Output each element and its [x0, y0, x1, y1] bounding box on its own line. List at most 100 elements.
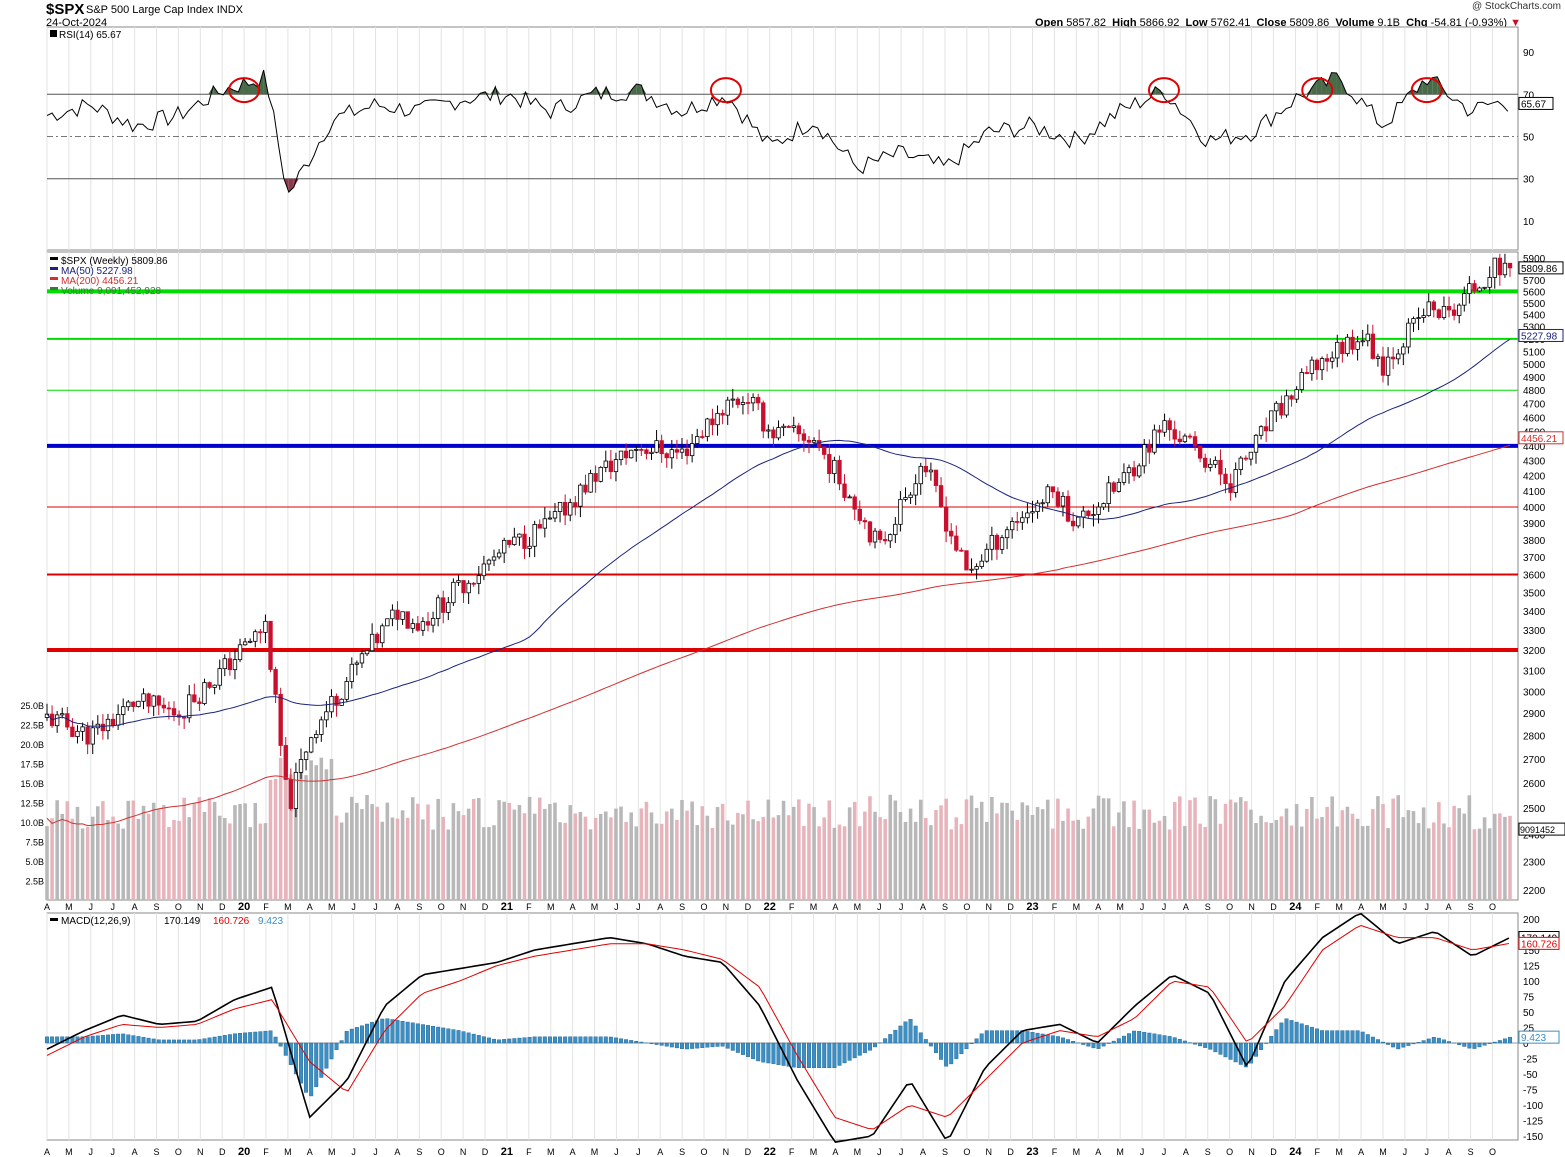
rsi-overbought-fill: [248, 83, 254, 95]
macd-histogram-bar: [1421, 1040, 1426, 1044]
macd-histogram-bar: [908, 1019, 913, 1044]
price-tick-label: 2900: [1523, 709, 1546, 720]
volume-bar: [578, 811, 583, 900]
macd-histogram-bar: [949, 1042, 954, 1065]
candle-body: [1121, 472, 1127, 483]
volume-bar: [202, 811, 207, 900]
price-tick-label: 3000: [1523, 687, 1546, 698]
macd-histogram-bar: [410, 1022, 415, 1044]
candle-body: [964, 550, 969, 571]
macd-histogram-bar: [1325, 1030, 1330, 1044]
volume-bar: [736, 812, 740, 900]
volume-bar: [1442, 823, 1446, 900]
signal-value-label: 160.726: [1521, 939, 1558, 950]
macd-histogram-bar: [1182, 1040, 1187, 1044]
macd-histogram-bar: [131, 1035, 136, 1044]
candle-body: [1507, 262, 1513, 269]
volume-bar: [598, 813, 603, 900]
candle-body: [573, 502, 578, 507]
candle-body: [344, 681, 349, 700]
volume-bar: [1320, 817, 1324, 900]
macd-histogram-bar: [903, 1021, 908, 1044]
volume-bar: [644, 801, 649, 900]
x-tick-label: S: [679, 1147, 685, 1157]
volume-bar: [1142, 809, 1147, 900]
candle-body: [928, 469, 934, 473]
volume-bar: [1056, 798, 1060, 900]
candle-body: [679, 448, 685, 453]
price-legend-entry: MA(200) 4456.21: [61, 276, 139, 287]
volume-bar: [1030, 815, 1035, 900]
volume-bar: [405, 817, 410, 900]
macd-histogram-bar: [1350, 1030, 1355, 1044]
macd-histogram-bar: [883, 1038, 888, 1044]
candle-body: [476, 575, 481, 584]
volume-bar: [263, 823, 268, 900]
macd-histogram-bar: [873, 1042, 877, 1048]
price-tick-label: 3800: [1523, 536, 1546, 547]
high-value: 5866.92: [1139, 17, 1180, 29]
candle-body: [156, 695, 161, 706]
macd-histogram-bar: [842, 1042, 847, 1064]
macd-histogram-bar: [319, 1042, 324, 1078]
volume-bar: [857, 826, 862, 900]
macd-histogram-bar: [481, 1036, 486, 1044]
candle-body: [131, 701, 136, 707]
candle-body: [512, 536, 517, 545]
candle-body: [1177, 438, 1182, 443]
volume-bar: [1340, 810, 1345, 900]
macd-histogram-bar: [90, 1035, 95, 1044]
signal-value-label-box: [1518, 936, 1560, 950]
candle-body: [1492, 257, 1497, 278]
macd-histogram-bar: [959, 1042, 964, 1055]
rsi-tick-label: 90: [1523, 48, 1535, 59]
macd-histogram-bar: [268, 1030, 273, 1044]
macd-histogram-bar: [1314, 1028, 1319, 1044]
volume-bar: [1310, 797, 1314, 900]
candle-body: [1233, 469, 1238, 493]
volume-bar: [187, 817, 192, 900]
ma200-value-label-box: [1518, 431, 1564, 445]
candle-body: [380, 625, 385, 644]
volume-bar: [1279, 816, 1284, 900]
candle-body: [583, 484, 588, 493]
close-label: Close: [1256, 17, 1287, 29]
volume-bar: [1284, 808, 1289, 900]
macd-histogram-bar: [1152, 1033, 1157, 1044]
candle-body: [420, 621, 426, 631]
x-tick-label: O: [701, 902, 708, 912]
candle-body: [1213, 459, 1218, 465]
macd-histogram-bar: [512, 1038, 517, 1044]
candle-body: [441, 597, 446, 613]
x-tick-label: M: [547, 1147, 555, 1157]
x-tick-label: S: [1205, 1147, 1211, 1157]
macd-histogram-bar: [893, 1029, 898, 1044]
volume-bar: [1386, 828, 1390, 900]
x-tick-label: 23: [1026, 1146, 1038, 1157]
volume-bar: [807, 803, 811, 900]
candle-body: [1035, 502, 1040, 512]
rsi-peak-circle: [1301, 77, 1334, 104]
volume-bar: [385, 802, 390, 900]
volume-bar: [705, 815, 710, 900]
volume-bar: [868, 796, 872, 900]
macd-histogram-bar: [705, 1042, 710, 1048]
macd-histogram-bar: [1121, 1035, 1126, 1044]
volume-bar: [517, 805, 522, 900]
volume-bar: [375, 806, 379, 900]
volume-bar: [1167, 829, 1172, 900]
x-tick-label: A: [1095, 902, 1101, 912]
candle-body: [1015, 521, 1020, 523]
volume-bar: [299, 772, 303, 900]
macd-histogram-bar: [1304, 1025, 1309, 1044]
last-close-label: 5809.86: [1521, 264, 1558, 275]
candle-body: [1263, 426, 1269, 432]
candle-body: [730, 398, 735, 401]
macd-histogram-bar: [1248, 1042, 1253, 1064]
candle-body: [54, 714, 60, 727]
volume-bar: [995, 813, 999, 900]
candle-body: [700, 436, 705, 438]
candle-body: [263, 620, 268, 633]
volume-bar: [827, 800, 832, 900]
macd-histogram-bar: [400, 1020, 405, 1044]
